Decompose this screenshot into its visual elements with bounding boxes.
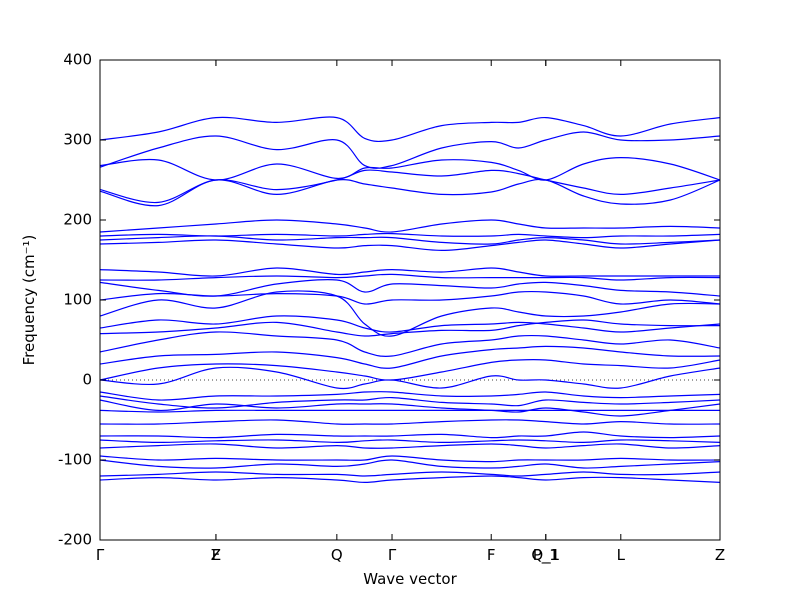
y-tick-label: 300: [63, 131, 92, 149]
band-line: [99, 459, 721, 469]
band-line: [99, 331, 721, 357]
band-line: [99, 267, 720, 277]
band-line: [99, 455, 721, 463]
x-tick-label: L: [617, 546, 626, 564]
band-line: [99, 390, 721, 401]
band-line: [99, 178, 721, 207]
band-line: [99, 471, 721, 477]
band-line: [99, 290, 721, 337]
band-line: [99, 443, 721, 449]
band-line: [99, 439, 721, 444]
band-line: [99, 239, 721, 252]
band-line: [99, 409, 720, 413]
band-line: [99, 395, 721, 409]
y-tick-label: -200: [58, 531, 92, 549]
band-line: [99, 290, 721, 305]
x-tick-label: Z: [211, 546, 221, 564]
band-line: [99, 156, 721, 181]
y-tick-label: 0: [82, 371, 92, 389]
y-tick-label: -100: [58, 451, 92, 469]
band-line: [99, 116, 721, 143]
x-axis-label: Wave vector: [363, 570, 457, 588]
band-line: [99, 279, 721, 297]
x-tick-label: F: [487, 546, 496, 564]
y-tick-label: 400: [63, 51, 92, 69]
band-line: [99, 399, 721, 417]
band-line: [99, 366, 721, 390]
band-line: [99, 219, 721, 233]
x-tick-label: F: [212, 546, 221, 564]
x-tick-label: P_1: [533, 546, 559, 565]
band-line: [99, 431, 721, 439]
y-tick-label: 200: [63, 211, 92, 229]
band-line: [99, 475, 721, 484]
band-line: [99, 319, 721, 337]
band-line: [99, 131, 721, 169]
x-tick-label: Q: [331, 546, 343, 564]
y-tick-label: 100: [63, 291, 92, 309]
band-line: [99, 232, 721, 239]
band-line: [99, 235, 721, 245]
x-tick-label: Z: [715, 546, 725, 564]
x-tick-label: Q_1: [531, 546, 560, 565]
band-line: [99, 419, 721, 425]
band-line: [99, 315, 721, 333]
band-line: [99, 273, 721, 281]
x-tick-label: Γ: [96, 546, 105, 564]
y-axis-label: Frequency (cm⁻¹): [20, 235, 38, 366]
band-line: [99, 358, 721, 381]
band-line: [99, 345, 721, 369]
x-tick-label: Γ: [388, 546, 397, 564]
